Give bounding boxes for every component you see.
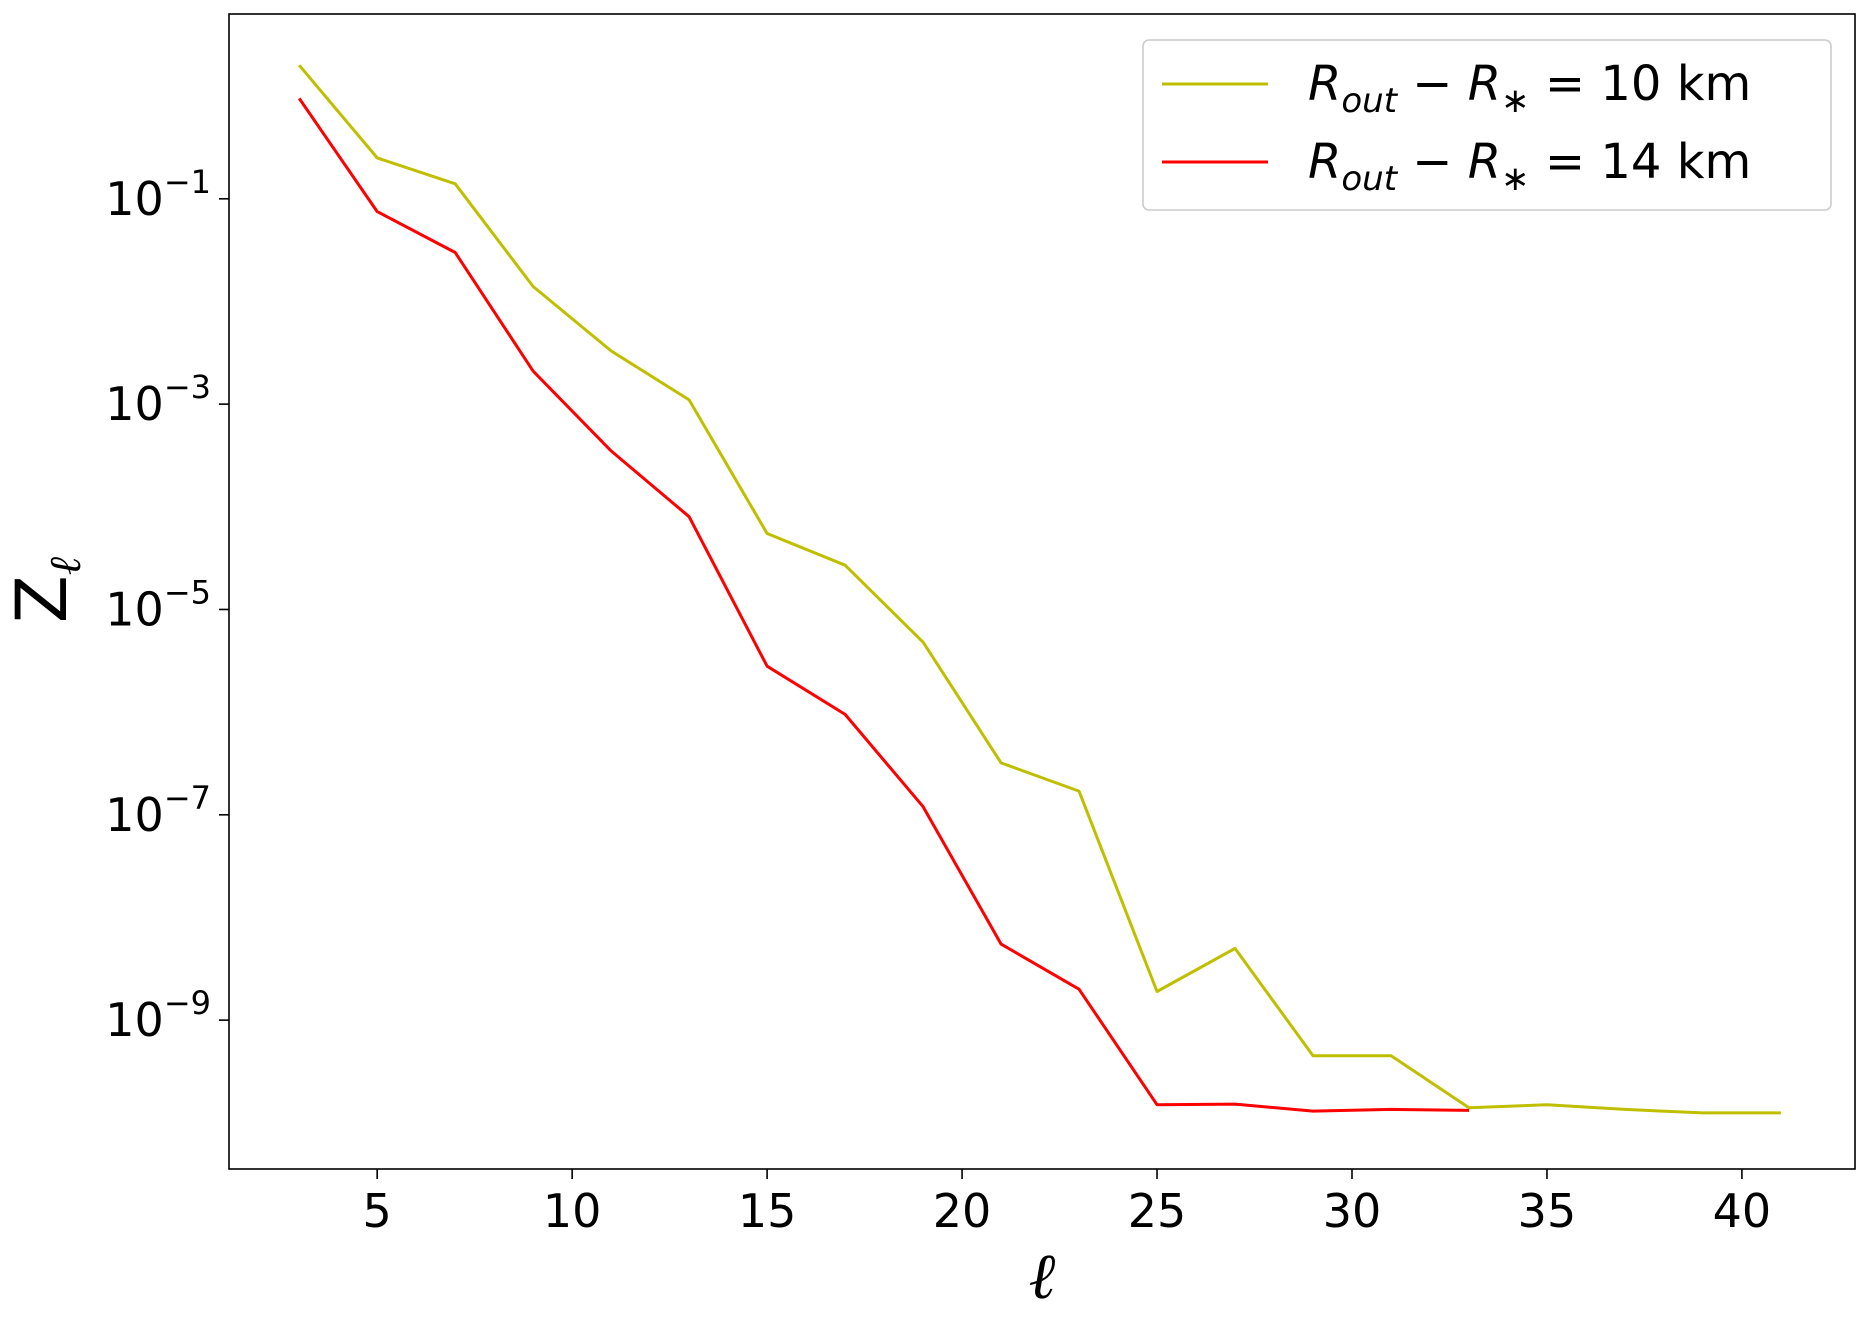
legend-label-2: Rout − R∗ = 14 km bbox=[1308, 134, 1751, 199]
x-axis: 5 10 15 20 25 30 35 40 bbox=[363, 1169, 1772, 1238]
y-axis-label-base: Z bbox=[1, 575, 83, 623]
x-tick-label: 35 bbox=[1518, 1184, 1577, 1238]
y-axis: 10−1 10−3 10−5 10−7 10−9 bbox=[105, 163, 229, 1047]
x-tick-label: 10 bbox=[543, 1184, 602, 1238]
y-tick-label: 10−7 bbox=[105, 779, 211, 842]
y-tick-label: 10−9 bbox=[105, 984, 211, 1047]
x-tick-label: 30 bbox=[1323, 1184, 1382, 1238]
x-tick-label: 5 bbox=[363, 1184, 392, 1238]
legend-label-1: Rout − R∗ = 10 km bbox=[1308, 56, 1751, 121]
y-axis-label-sub: ℓ bbox=[40, 556, 91, 575]
series-line-1 bbox=[298, 64, 1781, 1115]
x-tick-label: 15 bbox=[738, 1184, 797, 1238]
x-axis-label: ℓ bbox=[1029, 1240, 1056, 1314]
x-tick-label: 40 bbox=[1713, 1184, 1772, 1238]
series-layer bbox=[297, 64, 1781, 1115]
legend: Rout − R∗ = 10 km Rout − R∗ = 14 km bbox=[1142, 39, 1832, 211]
x-tick-label: 25 bbox=[1128, 1184, 1187, 1238]
x-tick-label: 20 bbox=[933, 1184, 992, 1238]
y-axis-label: Zℓ bbox=[1, 556, 91, 623]
y-tick-label: 10−3 bbox=[105, 368, 211, 431]
series-line-2 bbox=[297, 97, 1470, 1113]
y-tick-label: 10−1 bbox=[105, 163, 211, 226]
svg-text:Zℓ: Zℓ bbox=[1, 556, 91, 623]
y-tick-label: 10−5 bbox=[105, 573, 211, 636]
legend-box bbox=[1142, 39, 1832, 211]
